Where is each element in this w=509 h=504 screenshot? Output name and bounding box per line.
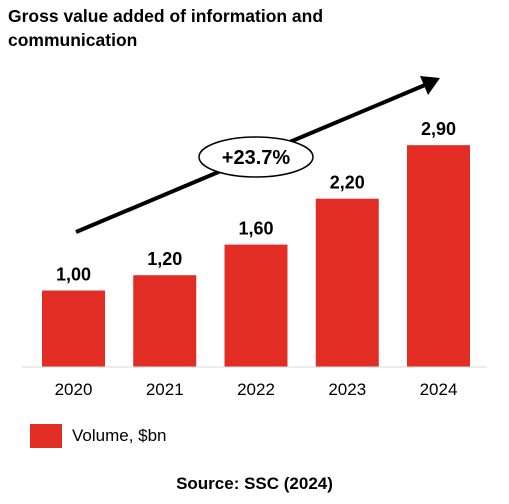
growth-annotation: +23.7% [198,136,314,178]
x-tick-label-2022: 2022 [237,380,275,399]
chart-title-line2: communication [8,30,138,50]
legend-label: Volume, $bn [72,426,167,445]
bar-2021 [133,275,197,367]
value-labels-group: 1,00 1,20 1,60 2,20 2,90 [56,119,456,284]
x-tick-label-2020: 2020 [55,380,93,399]
value-label-2020: 1,00 [56,265,91,285]
value-label-2021: 1,20 [147,249,182,269]
growth-arrow-head [420,76,440,95]
growth-annotation-text: +23.7% [222,147,291,169]
bar-2022 [224,244,288,367]
source-note: Source: SSC (2024) [176,474,333,493]
value-label-2024: 2,90 [421,119,456,139]
bars-group [42,145,470,367]
value-label-2022: 1,60 [238,219,273,239]
x-axis-labels-group: 2020 2021 2022 2023 2024 [55,380,458,399]
chart-title-line1: Gross value added of information and [8,6,324,26]
legend-swatch [30,424,62,448]
growth-annotation-ellipse [198,136,314,178]
value-label-2023: 2,20 [330,173,365,193]
legend: Volume, $bn [30,424,167,448]
chart-title: Gross value added of information and com… [8,4,408,52]
x-tick-label-2021: 2021 [146,380,184,399]
x-tick-label-2024: 2024 [420,380,458,399]
bar-2024 [407,145,470,367]
bar-2023 [315,198,379,367]
x-tick-label-2023: 2023 [328,380,366,399]
bar-2020 [42,290,105,367]
